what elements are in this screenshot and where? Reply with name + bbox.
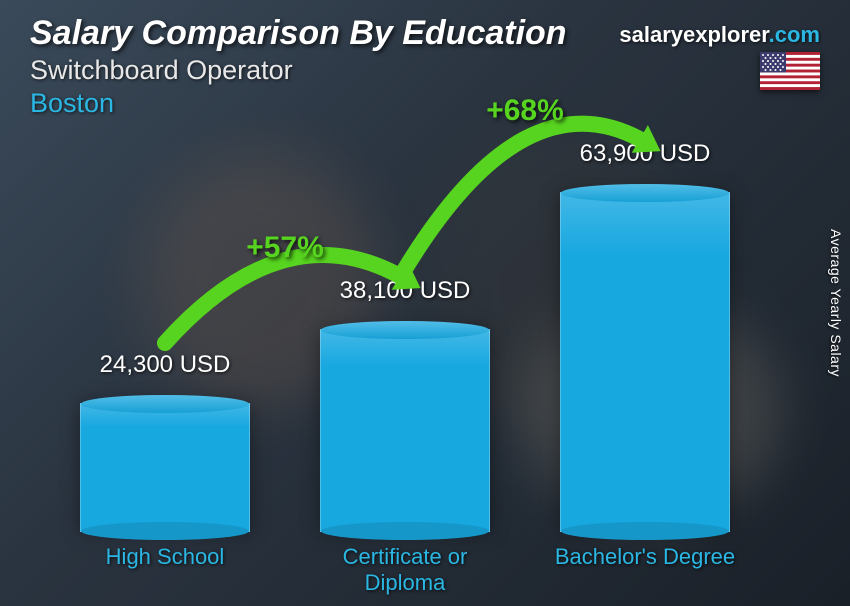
chart-title: Salary Comparison By Education	[30, 14, 567, 53]
bar-category-label: Certificate or Diploma	[300, 544, 510, 596]
bar-category-label: High School	[60, 544, 270, 570]
site-label-b: .com	[769, 22, 820, 47]
y-axis-label: Average Yearly Salary	[828, 229, 844, 377]
us-flag-icon	[760, 52, 820, 90]
bar	[80, 403, 250, 532]
bar-category-label: Bachelor's Degree	[540, 544, 750, 570]
chart-canvas: Salary Comparison By Education Switchboa…	[0, 0, 850, 606]
increase-pct-label: +57%	[246, 231, 324, 265]
site-label: salaryexplorer.com	[619, 22, 820, 48]
increase-pct-label: +68%	[486, 94, 564, 128]
site-label-a: salaryexplorer	[619, 22, 768, 47]
